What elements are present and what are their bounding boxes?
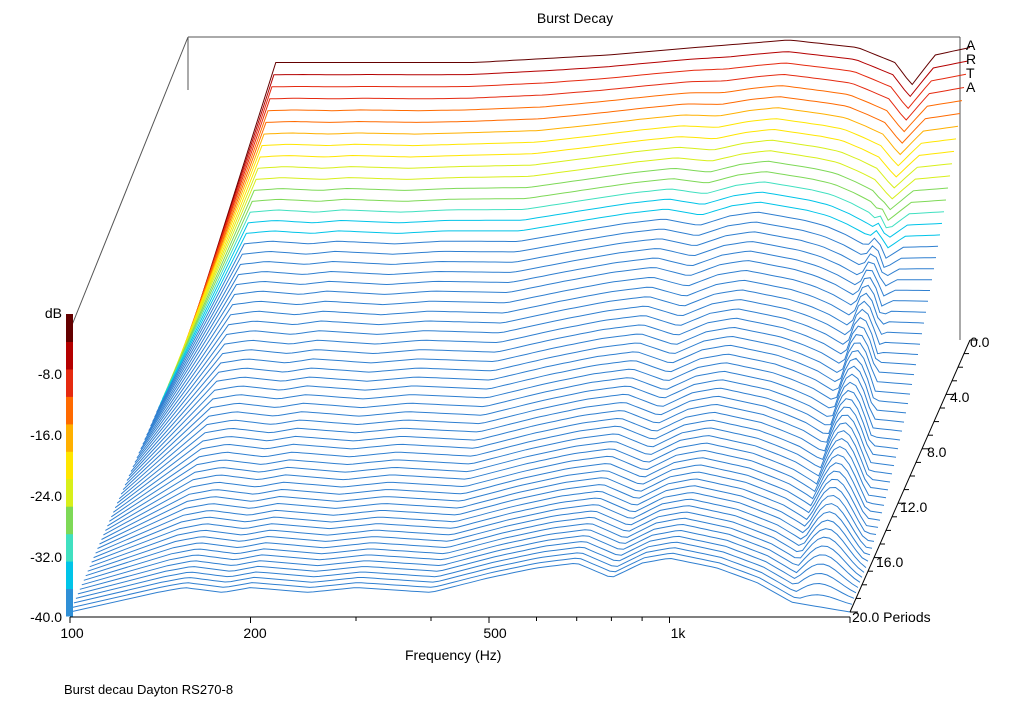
decay-slice xyxy=(85,511,867,577)
depth-tick-label: 4.0 xyxy=(950,389,970,405)
decay-slice xyxy=(79,529,861,590)
colorbar-segment xyxy=(66,341,73,370)
colorbar-tick-label: -8.0 xyxy=(37,366,62,382)
decay-slice xyxy=(109,427,891,522)
decay-slice xyxy=(128,344,911,477)
decay-slice xyxy=(91,492,873,563)
decay-slice xyxy=(177,96,961,363)
decay-slice xyxy=(120,379,903,495)
colorbar-unit-label: dB xyxy=(44,305,62,321)
decay-slice xyxy=(160,191,943,404)
colorbar-tick-label: -40.0 xyxy=(30,609,62,625)
colorbar-segment xyxy=(66,506,73,535)
decay-slice xyxy=(169,139,953,381)
decay-slice xyxy=(113,411,895,513)
colorbar-segment xyxy=(66,588,73,617)
colorbar-segment xyxy=(66,451,73,480)
decay-slice xyxy=(83,517,865,581)
decay-slice xyxy=(154,221,937,418)
brand-letter: A xyxy=(966,79,976,95)
decay-slice xyxy=(134,317,917,463)
brand-letter: T xyxy=(966,65,975,81)
decay-slice xyxy=(179,85,963,359)
decay-slice xyxy=(142,279,925,445)
decay-slice xyxy=(163,171,947,395)
decay-slice xyxy=(97,471,879,549)
colorbar-segment xyxy=(66,368,73,397)
decay-slice xyxy=(73,547,855,604)
decay-slice xyxy=(75,541,857,599)
decay-slice xyxy=(89,498,871,568)
decay-slice xyxy=(187,39,971,341)
decay-slice xyxy=(124,362,907,486)
colorbar-segment xyxy=(66,396,73,425)
chart-title: Burst Decay xyxy=(536,10,614,26)
depth-tick-label: 12.0 xyxy=(900,499,928,515)
decay-slice xyxy=(71,552,853,608)
decay-slice xyxy=(103,449,885,536)
decay-slice xyxy=(152,231,934,422)
decay-slice xyxy=(77,535,859,595)
decay-slice xyxy=(185,51,969,345)
x-tick-label: 200 xyxy=(243,625,267,641)
plot-box-left-edge xyxy=(69,36,189,331)
x-tick-label: 500 xyxy=(483,625,507,641)
depth-tick-label: 8.0 xyxy=(927,444,947,460)
decay-slice xyxy=(175,107,959,368)
decay-slice xyxy=(132,326,915,468)
decay-slice xyxy=(116,395,899,504)
decay-slice xyxy=(158,201,941,409)
decay-slice xyxy=(126,353,909,481)
depth-tick-label: 0.0 xyxy=(970,334,990,350)
decay-slice xyxy=(165,160,949,391)
colorbar-tick-label: -24.0 xyxy=(30,488,62,504)
decay-slice xyxy=(87,505,869,572)
decay-slice xyxy=(161,181,945,400)
chart-caption: Burst decau Dayton RS270-8 xyxy=(64,682,234,697)
decay-slice xyxy=(148,250,930,431)
decay-slice xyxy=(144,269,927,440)
colorbar-segment xyxy=(66,561,73,590)
colorbar-segment xyxy=(66,478,73,507)
x-tick-label: 1k xyxy=(670,625,686,641)
decay-slice xyxy=(181,73,965,354)
colorbar-segment xyxy=(66,533,73,562)
decay-slice xyxy=(171,128,955,377)
x-axis-label: Frequency (Hz) xyxy=(405,647,502,663)
decay-slice xyxy=(136,308,919,459)
decay-slice xyxy=(146,260,929,436)
colorbar-segment xyxy=(66,423,73,452)
decay-slice xyxy=(140,289,923,450)
decay-slice xyxy=(156,211,939,413)
decay-slice xyxy=(183,62,967,350)
decay-slice xyxy=(173,118,957,372)
decay-slice xyxy=(69,557,851,613)
decay-slice xyxy=(167,150,951,386)
colorbar-tick-label: -32.0 xyxy=(30,549,62,565)
depth-tick-label: 20.0 Periods xyxy=(852,609,931,625)
decay-slice xyxy=(81,523,863,586)
x-tick-label: 100 xyxy=(60,625,84,641)
decay-slice xyxy=(130,335,913,472)
decay-slice xyxy=(99,464,881,545)
decay-slice xyxy=(150,241,932,427)
colorbar-tick-label: -16.0 xyxy=(30,427,62,443)
decay-slice xyxy=(138,299,921,454)
decay-slice xyxy=(107,435,889,527)
brand-letter: A xyxy=(966,37,976,53)
decay-slice xyxy=(114,403,897,509)
decay-slice xyxy=(111,419,893,518)
depth-axis-line xyxy=(849,339,971,613)
decay-slice xyxy=(122,370,905,490)
decay-slice xyxy=(101,457,883,540)
depth-tick-label: 16.0 xyxy=(876,554,904,570)
decay-slice xyxy=(105,442,887,531)
decay-slice xyxy=(95,478,877,554)
decay-slice xyxy=(93,485,875,559)
decay-slice xyxy=(118,387,901,500)
colorbar-segment xyxy=(66,314,73,342)
brand-letter: R xyxy=(966,51,977,67)
